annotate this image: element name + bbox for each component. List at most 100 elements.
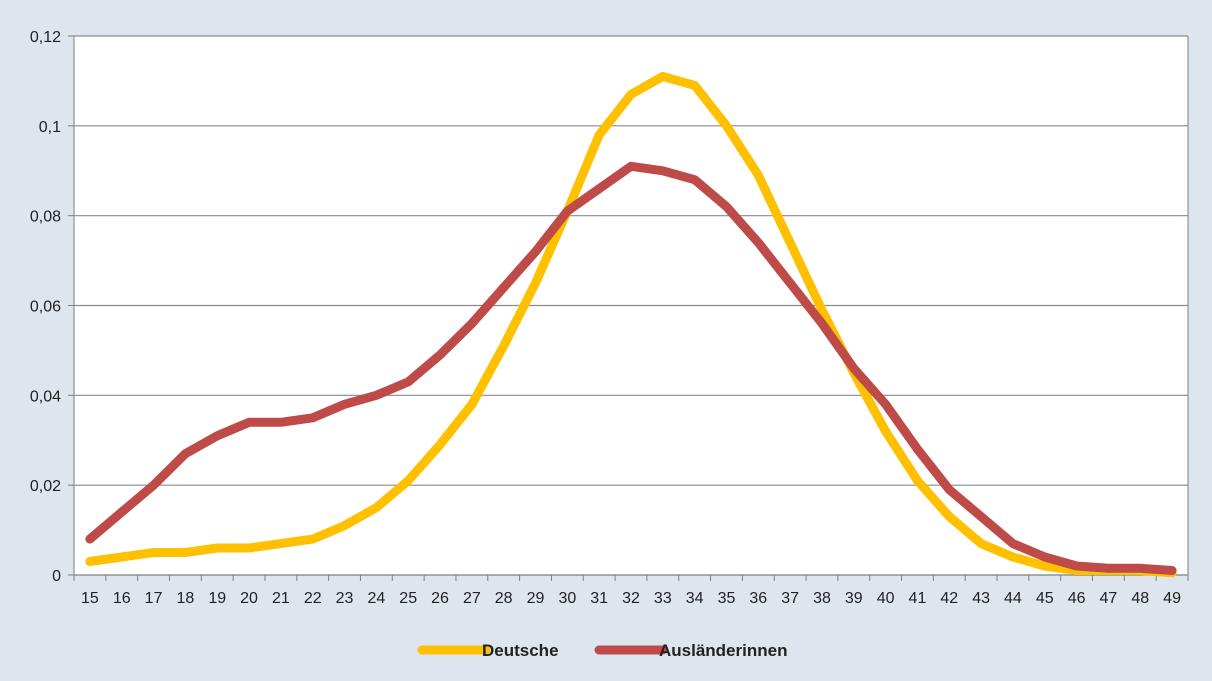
data-point (503, 345, 504, 346)
data-point (249, 422, 250, 423)
data-point (662, 76, 663, 77)
data-point (599, 188, 600, 189)
data-point (89, 561, 90, 562)
x-tick-label: 33 (654, 590, 672, 607)
x-tick-label: 37 (781, 590, 799, 607)
x-tick-label: 28 (495, 590, 513, 607)
data-point (217, 548, 218, 549)
x-tick-label: 19 (208, 590, 226, 607)
y-tick-label: 0,1 (39, 119, 61, 136)
data-point (89, 539, 90, 540)
x-tick-label: 32 (622, 590, 640, 607)
x-tick-label: 49 (1163, 590, 1181, 607)
data-point (949, 516, 950, 517)
data-point (599, 134, 600, 135)
data-point (694, 179, 695, 180)
data-point (280, 422, 281, 423)
data-point (694, 85, 695, 86)
data-point (376, 395, 377, 396)
y-tick-label: 0,02 (30, 478, 61, 495)
data-point (471, 323, 472, 324)
x-tick-label: 15 (81, 590, 99, 607)
data-point (440, 354, 441, 355)
data-point (535, 251, 536, 252)
data-point (1140, 568, 1141, 569)
data-point (312, 417, 313, 418)
x-tick-label: 47 (1100, 590, 1118, 607)
data-point (631, 94, 632, 95)
x-tick-label: 25 (399, 590, 417, 607)
data-point (1044, 557, 1045, 558)
data-point (917, 449, 918, 450)
x-tick-label: 31 (590, 590, 608, 607)
gridlines (74, 35, 1188, 576)
data-point (885, 431, 886, 432)
data-point (1012, 557, 1013, 558)
x-tick-label: 39 (845, 590, 863, 607)
data-point (535, 283, 536, 284)
data-point (853, 368, 854, 369)
x-tick-label: 36 (749, 590, 767, 607)
y-axis: 0 0,02 0,04 0,06 0,08 0,1 0,12 (30, 29, 1189, 585)
x-tick-label: 42 (940, 590, 958, 607)
data-point (1172, 570, 1173, 571)
data-point (440, 444, 441, 445)
data-point (758, 175, 759, 176)
series-line-0 (85, 71, 1177, 578)
data-point (249, 548, 250, 549)
data-point (280, 543, 281, 544)
data-point (1012, 543, 1013, 544)
x-tick-label: 18 (177, 590, 195, 607)
y-tick-label: 0,12 (30, 29, 61, 46)
x-tick-label: 20 (240, 590, 258, 607)
data-point (1108, 568, 1109, 569)
data-point (153, 552, 154, 553)
x-tick-label: 29 (527, 590, 545, 607)
legend-label-1: Ausländerinnen (659, 641, 787, 660)
data-point (726, 125, 727, 126)
x-tick-label: 45 (1036, 590, 1054, 607)
y-tick-label: 0,06 (30, 299, 61, 316)
data-point (153, 485, 154, 486)
x-tick-label: 17 (145, 590, 163, 607)
data-point (185, 453, 186, 454)
x-tick-label: 43 (972, 590, 990, 607)
data-point (726, 206, 727, 207)
data-point (821, 309, 822, 310)
data-point (790, 242, 791, 243)
series-lines (85, 71, 1177, 578)
data-point (758, 242, 759, 243)
x-tick-label: 46 (1068, 590, 1086, 607)
data-point (503, 287, 504, 288)
legend: Deutsche Ausländerinnen (417, 641, 787, 660)
data-point (981, 543, 982, 544)
x-axis: 15 16 17 18 19 20 21 22 23 24 25 26 27 28 29 30 31 32 33 34… (73, 575, 1189, 607)
data-point (917, 480, 918, 481)
y-tick-label: 0,08 (30, 209, 61, 226)
y-tick-label: 0 (52, 568, 61, 585)
data-point (121, 557, 122, 558)
data-point (885, 404, 886, 405)
data-point (185, 552, 186, 553)
x-tick-label: 30 (558, 590, 576, 607)
data-point (408, 381, 409, 382)
data-point (567, 211, 568, 212)
data-point (1076, 566, 1077, 567)
x-tick-label: 48 (1131, 590, 1149, 607)
data-point (981, 516, 982, 517)
legend-label-0: Deutsche (482, 641, 559, 660)
x-tick-label: 35 (718, 590, 736, 607)
x-tick-label: 24 (367, 590, 385, 607)
data-point (217, 435, 218, 436)
data-point (631, 166, 632, 167)
x-tick-label: 38 (813, 590, 831, 607)
x-tick-label: 40 (877, 590, 895, 607)
data-point (376, 507, 377, 508)
data-point (344, 404, 345, 405)
data-point (312, 539, 313, 540)
data-point (121, 512, 122, 513)
data-point (821, 323, 822, 324)
x-tick-label: 41 (909, 590, 927, 607)
